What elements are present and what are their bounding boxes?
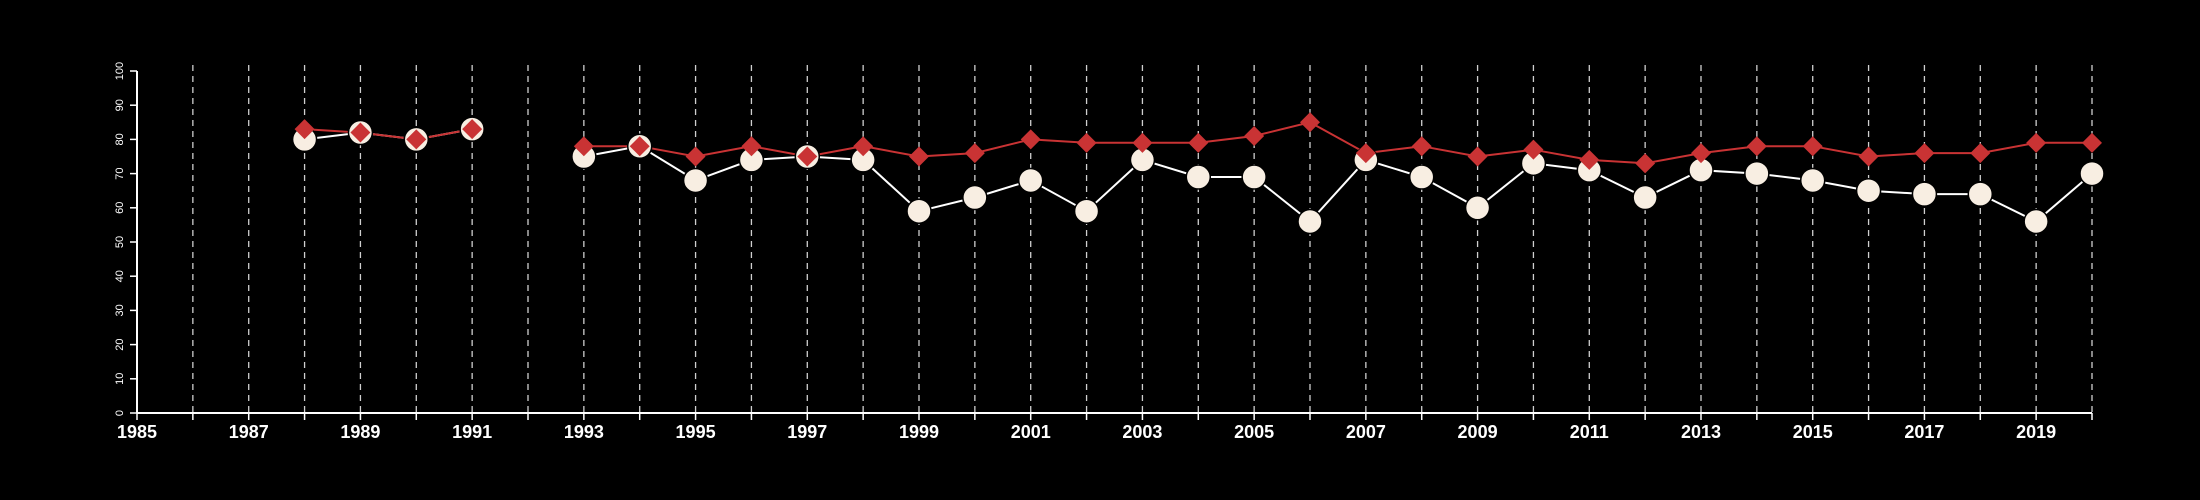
series-2-point xyxy=(1579,149,1600,170)
x-tick-label: 2001 xyxy=(1011,422,1051,442)
series-2-point xyxy=(1411,136,1432,157)
series-2-point xyxy=(741,136,762,157)
x-tick-label: 1985 xyxy=(117,422,157,442)
series-1-point xyxy=(1185,164,1212,190)
x-tick-label: 1987 xyxy=(229,422,269,442)
series-2-point xyxy=(1691,143,1711,164)
series-2-point xyxy=(1746,136,1767,157)
x-tick-label: 2017 xyxy=(1904,422,1944,442)
series-2-point xyxy=(1188,132,1209,153)
y-tick-label: 90 xyxy=(114,99,126,111)
y-tick-label: 0 xyxy=(114,410,126,416)
x-tick-label: 2005 xyxy=(1234,422,1274,442)
series-1-point xyxy=(1967,181,1994,207)
series-1-point xyxy=(2023,208,2049,235)
series-2-point xyxy=(1467,146,1488,167)
series-2-point xyxy=(1914,143,1935,164)
series-1-point xyxy=(906,198,932,224)
x-tick-label: 1993 xyxy=(564,422,604,442)
series-2-point xyxy=(2026,132,2047,153)
series-1-point xyxy=(1241,164,1267,190)
y-tick-label: 10 xyxy=(114,373,126,385)
series-1-point xyxy=(1855,177,1882,204)
series-2-point xyxy=(350,122,371,143)
y-tick-label: 70 xyxy=(114,167,126,179)
series-1-point xyxy=(1799,167,1826,194)
series-2-point xyxy=(406,129,427,150)
vertical-gridlines xyxy=(192,65,2093,413)
x-tick-label: 1995 xyxy=(676,422,716,442)
x-tick-label: 2011 xyxy=(1570,422,1609,442)
series-2-point xyxy=(573,136,594,157)
series-2-point xyxy=(1132,132,1153,153)
series-1-point xyxy=(1744,160,1770,187)
series-2-point xyxy=(685,146,706,167)
series-2-point xyxy=(1802,136,1823,157)
x-tick-label: 2003 xyxy=(1122,422,1162,442)
series-2-point xyxy=(853,136,874,157)
x-tick-label: 2019 xyxy=(2016,422,2056,442)
series-1-point xyxy=(1297,208,1323,235)
series-2-point xyxy=(2082,132,2102,153)
series-2-point xyxy=(1355,143,1376,164)
x-tick-label: 1997 xyxy=(787,422,827,442)
series-2-point xyxy=(1635,153,1656,174)
series-2-point xyxy=(462,119,483,140)
series-2-point xyxy=(1523,139,1544,160)
series-2-point xyxy=(1300,112,1320,133)
y-tick-label: 50 xyxy=(114,236,126,248)
series-2-line xyxy=(304,128,473,141)
x-tick-label: 2015 xyxy=(1793,422,1833,442)
series-2-point xyxy=(1076,132,1097,153)
series-2-point xyxy=(629,136,650,157)
series-1-point xyxy=(1017,167,1044,194)
series-1-point xyxy=(1464,195,1491,221)
series-2-point xyxy=(294,119,315,140)
y-tick-label: 40 xyxy=(114,270,126,282)
series-2-point xyxy=(1244,125,1265,146)
series-1-point xyxy=(1073,198,1100,224)
series-1-point xyxy=(1408,164,1435,190)
series-1-point xyxy=(962,184,988,211)
x-tick-label: 2013 xyxy=(1681,422,1721,442)
x-tick-label: 1989 xyxy=(340,422,380,442)
x-tick-label: 2007 xyxy=(1346,422,1386,442)
series-2-point xyxy=(1020,129,1041,150)
series-1-line xyxy=(583,145,2093,223)
series-2-point xyxy=(1858,146,1879,167)
y-tick-label: 60 xyxy=(114,202,126,214)
y-tick-label: 80 xyxy=(114,133,126,145)
series-1-point xyxy=(2079,160,2105,187)
x-tick-label: 1991 xyxy=(452,422,492,442)
x-tick-label: 2009 xyxy=(1458,422,1498,442)
y-tick-label: 20 xyxy=(114,338,126,350)
y-tick-label: 100 xyxy=(114,62,126,80)
series-1-point xyxy=(1911,181,1938,207)
series-2-point xyxy=(964,143,985,164)
series-2-point xyxy=(797,146,818,167)
series-2-point xyxy=(909,146,929,167)
series-1-point xyxy=(1632,184,1658,211)
series-2-line xyxy=(583,121,2092,165)
x-tick-label: 1999 xyxy=(899,422,939,442)
series-2-point xyxy=(1970,143,1991,164)
y-tick-label: 30 xyxy=(114,304,126,316)
axes: 0 10 20 30 40 50 60 70 80 90 100 1985 1987 1989 1991 19… xyxy=(114,62,2093,442)
series-1-point xyxy=(682,167,709,194)
series-layer xyxy=(291,112,2105,235)
